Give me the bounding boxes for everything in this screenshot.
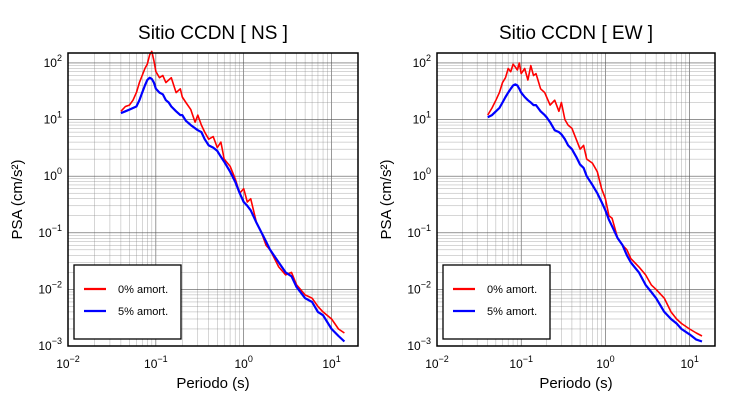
- x-tick-label: 10−1: [144, 354, 168, 371]
- y-tick-label: 102: [44, 53, 62, 70]
- x-tick-label: 101: [322, 354, 340, 371]
- series-line-5pct: [120, 76, 346, 343]
- y-tick-label: 101: [413, 110, 431, 127]
- legend-box: [73, 264, 182, 340]
- chart-panel-ns: Sitio CCDN [ NS ]10−2 10−1 100 10110−310−21…: [9, 23, 359, 392]
- y-tick-label: 10−3: [38, 336, 62, 353]
- chart-panel-ew: Sitio CCDN [ EW ]10−2 10−1 100 10110−310−21…: [378, 23, 716, 392]
- y-tick-label: 10−3: [407, 336, 431, 353]
- x-axis-label: Periodo (s): [176, 375, 249, 392]
- plot-frame: [67, 52, 359, 347]
- y-axis-label: PSA (cm/s²): [9, 159, 26, 239]
- x-tick-label: 100: [235, 354, 253, 371]
- x-tick-label: 10−2: [56, 354, 80, 371]
- y-tick-label: 100: [44, 166, 62, 183]
- series-line-0pct: [487, 62, 703, 337]
- y-tick-label: 10−1: [38, 223, 62, 240]
- x-tick-label: 10−1: [509, 354, 533, 371]
- chart-title: Sitio CCDN [ NS ]: [138, 23, 288, 44]
- legend-label: 5% amort.: [118, 306, 168, 318]
- legend-label: 5% amort.: [487, 306, 537, 318]
- x-tick-label: 10−2: [425, 354, 449, 371]
- legend: 0% amort. 5% amort.: [442, 264, 551, 340]
- y-tick-label: 101: [44, 110, 62, 127]
- y-tick-label: 100: [413, 166, 431, 183]
- legend-label: 0% amort.: [118, 284, 168, 296]
- y-axis-label: PSA (cm/s²): [378, 159, 395, 239]
- y-tick-label: 10−1: [407, 223, 431, 240]
- y-tick-label: 10−2: [407, 279, 431, 296]
- legend-box: [442, 264, 551, 340]
- plot-frame: [436, 52, 716, 347]
- y-tick-label: 10−2: [38, 279, 62, 296]
- legend: 0% amort. 5% amort.: [73, 264, 182, 340]
- legend-label: 0% amort.: [487, 284, 537, 296]
- x-axis-label: Periodo (s): [539, 375, 612, 392]
- series-line-5pct: [487, 83, 703, 343]
- chart-title: Sitio CCDN [ EW ]: [499, 23, 653, 44]
- y-tick-label: 102: [413, 53, 431, 70]
- x-tick-label: 100: [596, 354, 614, 371]
- x-tick-label: 101: [680, 354, 698, 371]
